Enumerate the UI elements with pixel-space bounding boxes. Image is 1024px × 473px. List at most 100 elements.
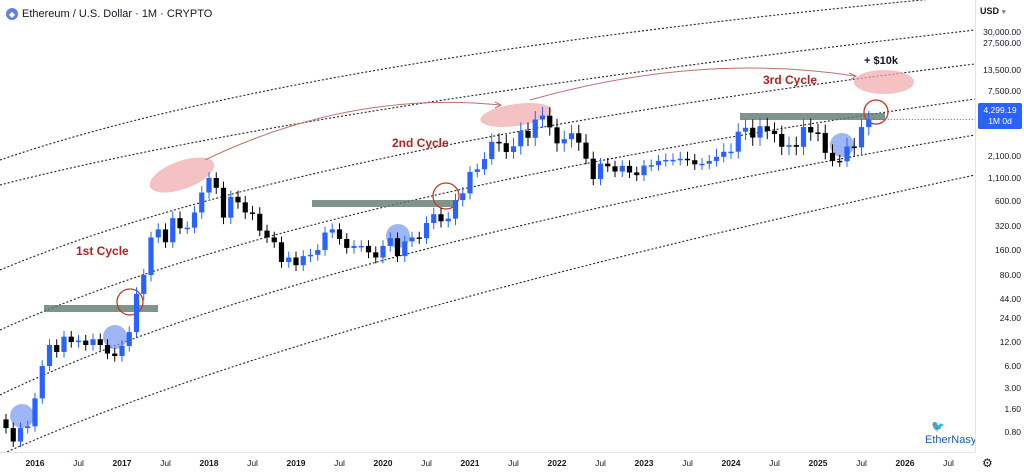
candle-body [532,119,538,138]
candle-body [199,192,205,213]
breakout-circle [863,99,889,125]
time-tick-label: 2022 [547,458,567,468]
candle-body [177,218,183,229]
time-tick-label: Jul [943,458,954,468]
currency-selector[interactable]: USD ▾ [980,6,1006,16]
candle [554,118,560,152]
candle-body [663,159,669,162]
candle [779,125,785,156]
support-zone [44,305,158,312]
price-chart[interactable] [0,0,975,452]
cycle-arrow [529,67,856,101]
candle-body [235,196,241,203]
time-tick-label: Jul [247,458,258,468]
candle [692,153,698,170]
price-tick-label: 12.00 [999,337,1021,347]
candle [83,334,89,351]
time-tick-label: Jul [508,458,519,468]
candle [373,246,379,264]
candle-body [489,141,495,160]
candle-body [54,345,60,352]
arrow-head [848,72,858,81]
candle-body [126,332,132,346]
regression-band [0,98,975,331]
candle [648,159,654,172]
candle-body [365,245,372,253]
price-tick-label: 320.00 [995,221,1021,231]
candle [61,330,67,358]
candle [191,205,198,234]
candle [670,153,676,166]
candle-body [191,212,198,228]
candle [17,422,24,447]
candle-body [474,169,480,172]
candle-body [699,163,705,166]
candle-body [242,202,248,213]
candle-body [329,229,335,233]
candle-body [97,339,103,346]
candle-body [815,132,821,134]
candle [445,212,451,228]
candle-body [278,242,285,262]
candle [54,339,60,358]
candle-body [692,160,698,165]
candle [409,231,415,248]
time-tick-label: Jul [595,458,606,468]
candle-body [300,256,306,266]
price-tick-label: 2,100.00 [987,151,1021,161]
candle-body [271,237,277,243]
candle-body [822,132,828,153]
candle [757,117,763,146]
candle [684,151,691,166]
candle [431,207,437,230]
regression-band [0,0,928,161]
candle-body [721,151,727,157]
candle [119,340,125,362]
candle [249,205,256,221]
candle-body [670,159,676,162]
candle [184,221,190,234]
candle-body [460,193,466,201]
arrow-head [494,101,503,109]
price-tick-label: 27,500.00 [983,38,1021,48]
chevron-down-icon: ▾ [1002,9,1006,16]
time-axis[interactable]: 2016 Jul 2017 Jul 2018 Jul 2019 Jul 2020 Jul 2021 J… [0,452,975,473]
candle [264,224,270,244]
candle [46,339,53,372]
candle [329,223,335,239]
candle-body [728,151,734,154]
candle [583,134,589,165]
candle-body [75,340,82,343]
chart-header[interactable]: ◆ Ethereum / U.S. Dollar · 1M · CRYPTO [6,5,212,23]
candle [750,119,756,146]
candle [822,124,828,160]
price-axis[interactable]: USD ▾ 30,000.00 27,500.00 13,500.00 7,500.00… [975,0,1024,452]
settings-gear-icon[interactable]: ⚙ [982,456,993,470]
candle [315,244,321,261]
support-zone [312,200,456,207]
cycle-bottom-circle [103,325,127,349]
candle-body [634,172,640,176]
cycle-1-label: 1st Cycle [76,244,129,258]
candle-body [576,133,582,143]
candle [844,138,850,167]
price-tick-label: 1,100.00 [987,173,1021,183]
candle-body [416,237,422,239]
candle-body [684,158,691,161]
candle-body [17,428,24,442]
candle-body [757,126,763,138]
target-10k-label: + $10k [864,55,898,67]
candle [626,160,633,178]
candle [104,339,111,360]
cycle-top-ellipse [149,157,215,193]
candle [344,233,350,254]
cycle-arrows [204,67,858,161]
candle-body [445,218,451,222]
cycle-arrow [204,101,501,161]
candle-body [750,127,756,138]
candle [510,137,517,159]
candle-body [358,245,364,248]
candle [75,334,82,348]
candle-body [866,119,872,128]
regression-band [0,134,975,396]
